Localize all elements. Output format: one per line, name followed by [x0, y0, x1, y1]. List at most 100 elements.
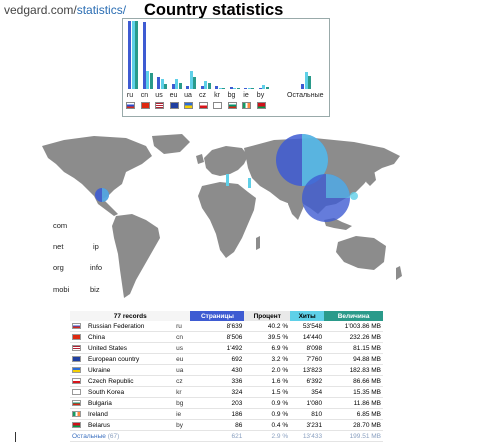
- table-row[interactable]: Czech Republic cz 336 1.6 % 6'392 86.66 MB: [70, 375, 383, 387]
- cell-size: 28.70 MB: [324, 419, 383, 431]
- table-row[interactable]: South Korea kr 324 1.5 % 354 15.35 MB: [70, 386, 383, 398]
- flag-ie-icon: [72, 410, 81, 417]
- cell-code: kr: [174, 386, 191, 398]
- cell-pages: 621: [190, 430, 245, 442]
- bar-bg-Хиты: [233, 87, 236, 89]
- table-row[interactable]: European country eu 692 3.2 % 7'760 94.88 MB: [70, 353, 383, 365]
- domain-label-org: org: [53, 263, 64, 272]
- cell-percent: 6.9 %: [244, 342, 291, 354]
- other-link[interactable]: Остальные: [72, 432, 106, 440]
- bar-us-Страницы: [157, 77, 160, 89]
- flag-us-icon: [72, 344, 81, 351]
- flag-ru-icon: [126, 102, 135, 109]
- site-link[interactable]: vedgard.com/: [4, 3, 77, 17]
- cell-country: Ireland: [86, 408, 175, 420]
- bar-ua-Хиты: [189, 71, 193, 89]
- bar-label-kr: kr: [214, 92, 220, 99]
- other-cell: Остальные (67): [70, 430, 191, 442]
- cell-percent: 3.2 %: [244, 353, 291, 365]
- flag-cz-icon: [198, 102, 208, 109]
- cell-size: 6.85 MB: [324, 408, 383, 420]
- cell-hits: 3'231: [290, 419, 325, 431]
- flag-by-icon: [256, 102, 266, 109]
- cell-code: eu: [174, 353, 191, 365]
- cell-pages: 430: [190, 364, 245, 376]
- cell-hits: 8'098: [290, 342, 325, 354]
- bar-kr-Величина: [222, 87, 225, 89]
- cell-size: 81.15 MB: [324, 342, 383, 354]
- path-link[interactable]: statistics/: [76, 3, 127, 17]
- bar-cz-Величина: [207, 83, 211, 89]
- cell-hits: 53'548: [290, 321, 325, 332]
- size-column-header[interactable]: Величина: [324, 311, 383, 321]
- bar-cn-Страницы: [142, 22, 146, 89]
- table-row[interactable]: Bulgaria bg 203 0.9 % 1'080 11.86 MB: [70, 397, 383, 409]
- cell-hits: 14'440: [290, 331, 325, 343]
- flag-ua-icon: [72, 366, 81, 373]
- cell-pages: 1'492: [190, 342, 245, 354]
- cell-percent: 0.9 %: [244, 408, 291, 420]
- bar-label-ua: ua: [184, 92, 192, 99]
- flag-cell: [70, 408, 86, 420]
- cell-country: Belarus: [86, 419, 175, 431]
- bar-kr-Хиты: [218, 88, 222, 89]
- map-land: [42, 134, 402, 298]
- table-row[interactable]: Russian Federation ru 8'639 40.2 % 53'548 1'0…: [70, 321, 383, 332]
- table-row[interactable]: China cn 8'506 39.5 % 14'440 232.26 MB: [70, 331, 383, 343]
- cell-percent: 40.2 %: [244, 321, 291, 332]
- percent-column-header[interactable]: Процент: [244, 311, 291, 321]
- bar-Остальные-Страницы: [301, 84, 304, 89]
- table-row-other[interactable]: Остальные (67) 621 2.9 % 13'433 199.51 MB: [70, 430, 383, 442]
- bar-by-Величина: [265, 87, 269, 89]
- records-count-header: 77 records: [70, 311, 191, 321]
- cell-percent: 39.5 %: [244, 331, 291, 343]
- cell-country: Czech Republic: [86, 375, 175, 387]
- flag-bg-icon: [72, 399, 81, 406]
- bar-ua-Страницы: [186, 85, 189, 89]
- flag-cell: [70, 331, 86, 343]
- flag-cn-icon: [72, 333, 81, 340]
- bar-label-other: Остальные: [287, 92, 324, 99]
- flag-eu-icon: [72, 355, 81, 362]
- cell-country: China: [86, 331, 175, 343]
- other-count: (67): [107, 432, 120, 440]
- cell-country: South Korea: [86, 386, 175, 398]
- hits-column-header[interactable]: Хиты: [290, 311, 325, 321]
- cell-code: ru: [174, 321, 191, 332]
- table-row[interactable]: Belarus by 86 0.4 % 3'231 28.70 MB: [70, 419, 383, 431]
- cell-pages: 8'506: [190, 331, 245, 343]
- bar-ua-Величина: [193, 76, 196, 89]
- bar-label-by: by: [256, 92, 265, 99]
- flag-ie-icon: [242, 102, 251, 109]
- flag-ua-icon: [184, 102, 193, 109]
- flag-cell: [70, 364, 86, 376]
- bar-ru-Хиты: [131, 21, 135, 89]
- table-row[interactable]: United States us 1'492 6.9 % 8'098 81.15 MB: [70, 342, 383, 354]
- cell-pages: 203: [190, 397, 245, 409]
- cell-percent: 0.9 %: [244, 397, 291, 409]
- bar-cz-Страницы: [200, 86, 204, 89]
- cell-hits: 1'080: [290, 397, 325, 409]
- cell-country: European country: [86, 353, 175, 365]
- cell-code: bg: [174, 397, 191, 409]
- flag-eu-icon: [169, 102, 179, 109]
- cell-size: 232.26 MB: [324, 331, 383, 343]
- bar-us-Хиты: [160, 78, 164, 89]
- cell-size: 182.83 MB: [324, 364, 383, 376]
- cell-code: ie: [174, 408, 191, 420]
- flag-cell: [70, 386, 86, 398]
- flag-cell: [70, 419, 86, 431]
- cell-percent: 2.0 %: [244, 364, 291, 376]
- flag-kr-icon: [72, 388, 81, 395]
- bar-by-Хиты: [262, 84, 265, 89]
- table-row[interactable]: Ukraine ua 430 2.0 % 13'823 182.83 MB: [70, 364, 383, 376]
- bar-bg-Величина: [236, 88, 240, 89]
- pages-column-header[interactable]: Страницы: [190, 311, 245, 321]
- flag-by-icon: [72, 421, 81, 428]
- table-row[interactable]: Ireland ie 186 0.9 % 810 6.85 MB: [70, 408, 383, 420]
- flag-us-icon: [155, 102, 164, 109]
- page-title: Country statistics: [144, 1, 284, 19]
- cell-hits: 810: [290, 408, 325, 420]
- cell-pages: 8'639: [190, 321, 245, 332]
- cell-country: Russian Federation: [86, 321, 175, 332]
